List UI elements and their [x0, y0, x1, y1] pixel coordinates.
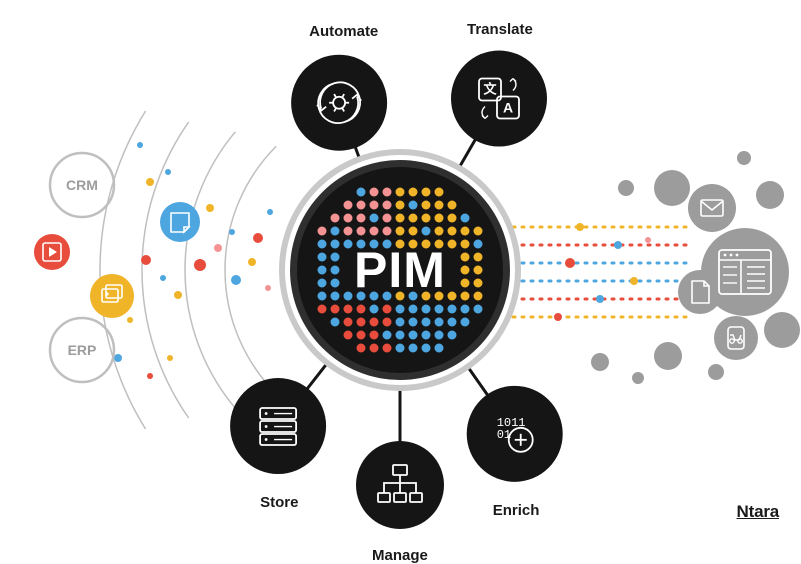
source-node: CRM: [50, 153, 114, 217]
output-marker: [596, 295, 604, 303]
source-node: [160, 202, 200, 242]
source-arc: [185, 132, 235, 408]
speckle-dot: [229, 229, 235, 235]
svg-text:文: 文: [483, 82, 497, 97]
speckle-dot: [214, 244, 222, 252]
satellite-automate: [291, 55, 387, 151]
speckle-dot: [253, 233, 263, 243]
satellite-translate: 文A: [451, 51, 547, 147]
output-bg-circle: [632, 372, 644, 384]
speckle-dot: [231, 275, 241, 285]
satellite-label-store: Store: [260, 494, 298, 511]
speckle-dot: [147, 373, 153, 379]
speckle-dot: [141, 255, 151, 265]
svg-text:CRM: CRM: [66, 177, 98, 193]
svg-text:ERP: ERP: [68, 342, 97, 358]
speckle-dot: [160, 275, 166, 281]
speckle-dot: [137, 142, 143, 148]
output-bg-circle: [654, 170, 690, 206]
speckle-dot: [265, 285, 271, 291]
output-marker: [576, 223, 584, 231]
output-marker: [614, 241, 622, 249]
diagram-svg: CRM ERP PIM 文A 101101: [0, 0, 801, 540]
satellite-label-translate: Translate: [467, 21, 533, 38]
output-marker: [645, 237, 651, 243]
speckle-dot: [174, 291, 182, 299]
speckle-dot: [206, 204, 214, 212]
satellite-label-automate: Automate: [309, 23, 378, 40]
satellite-label-enrich: Enrich: [493, 502, 540, 519]
output-bg-circle: [756, 181, 784, 209]
satellite-enrich: 101101: [467, 386, 563, 482]
satellite-manage: [356, 441, 444, 529]
center-pim: PIM: [282, 152, 518, 388]
source-node: [90, 274, 134, 318]
output-marker: [554, 313, 562, 321]
source-arc: [100, 111, 146, 429]
speckle-dot: [165, 169, 171, 175]
output-node: [714, 316, 758, 360]
output-bg-circle: [591, 353, 609, 371]
output-marker: [630, 277, 638, 285]
speckle-dot: [114, 354, 122, 362]
output-bg-circle: [654, 342, 682, 370]
speckle-dot: [248, 258, 256, 266]
speckle-dot: [127, 317, 133, 323]
source-node: ERP: [50, 318, 114, 382]
output-bg-circle: [737, 151, 751, 165]
speckle-dot: [167, 355, 173, 361]
center-label: PIM: [354, 242, 446, 298]
output-node: [688, 184, 736, 232]
satellite-label-manage: Manage: [372, 547, 428, 564]
source-node: [34, 234, 70, 270]
output-bg-circle: [764, 312, 800, 348]
output-node: [678, 270, 722, 314]
brand-label: Ntara: [737, 502, 779, 522]
output-bg-circle: [618, 180, 634, 196]
output-marker: [565, 258, 575, 268]
satellite-store: [230, 378, 326, 474]
svg-text:A: A: [503, 100, 513, 116]
speckle-dot: [194, 259, 206, 271]
output-bg-circle: [708, 364, 724, 380]
speckle-dot: [146, 178, 154, 186]
source-arc: [225, 146, 276, 393]
speckle-dot: [267, 209, 273, 215]
